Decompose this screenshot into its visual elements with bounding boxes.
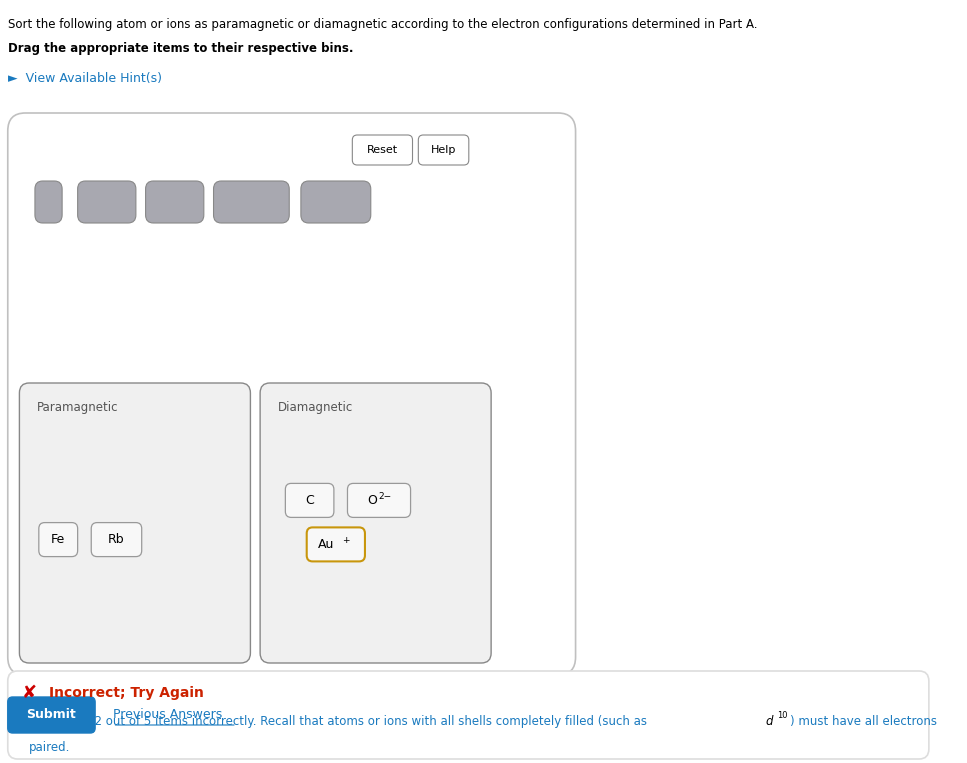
Text: ✘: ✘ [21,684,37,702]
FancyBboxPatch shape [39,523,77,556]
Text: C: C [306,494,314,507]
Text: ) must have all electrons: ) must have all electrons [790,714,937,727]
FancyBboxPatch shape [285,484,334,517]
Text: Help: Help [431,145,456,155]
FancyBboxPatch shape [260,383,491,663]
Text: Reset: Reset [366,145,398,155]
Text: Rb: Rb [108,533,125,546]
Text: paired.: paired. [29,741,71,754]
Text: O: O [367,494,377,507]
FancyBboxPatch shape [8,697,95,733]
FancyBboxPatch shape [301,181,370,223]
FancyBboxPatch shape [146,181,204,223]
Text: Incorrect; Try Again: Incorrect; Try Again [48,686,203,700]
FancyBboxPatch shape [8,113,575,675]
Text: Au: Au [317,538,334,551]
FancyBboxPatch shape [307,527,365,562]
FancyBboxPatch shape [19,383,250,663]
Text: $d$: $d$ [765,714,775,728]
Text: 2−: 2− [378,492,392,501]
FancyBboxPatch shape [77,181,136,223]
Text: 10: 10 [777,710,788,720]
FancyBboxPatch shape [8,671,929,759]
Text: Paramagnetic: Paramagnetic [37,401,118,414]
FancyBboxPatch shape [419,135,469,165]
Text: Diamagnetic: Diamagnetic [278,401,353,414]
FancyBboxPatch shape [91,523,142,556]
Text: Fe: Fe [51,533,66,546]
Text: +: + [341,536,349,545]
FancyBboxPatch shape [347,484,411,517]
Text: Submit: Submit [26,709,76,722]
Text: Previous Answers: Previous Answers [112,709,221,722]
Text: Sort the following atom or ions as paramagnetic or diamagnetic according to the : Sort the following atom or ions as param… [8,18,757,31]
Text: Drag the appropriate items to their respective bins.: Drag the appropriate items to their resp… [8,42,353,55]
FancyBboxPatch shape [352,135,413,165]
Text: You sorted 2 out of 5 items incorrectly. Recall that atoms or ions with all shel: You sorted 2 out of 5 items incorrectly.… [29,714,651,727]
FancyBboxPatch shape [214,181,289,223]
Text: ►  View Available Hint(s): ► View Available Hint(s) [8,72,161,85]
FancyBboxPatch shape [35,181,62,223]
